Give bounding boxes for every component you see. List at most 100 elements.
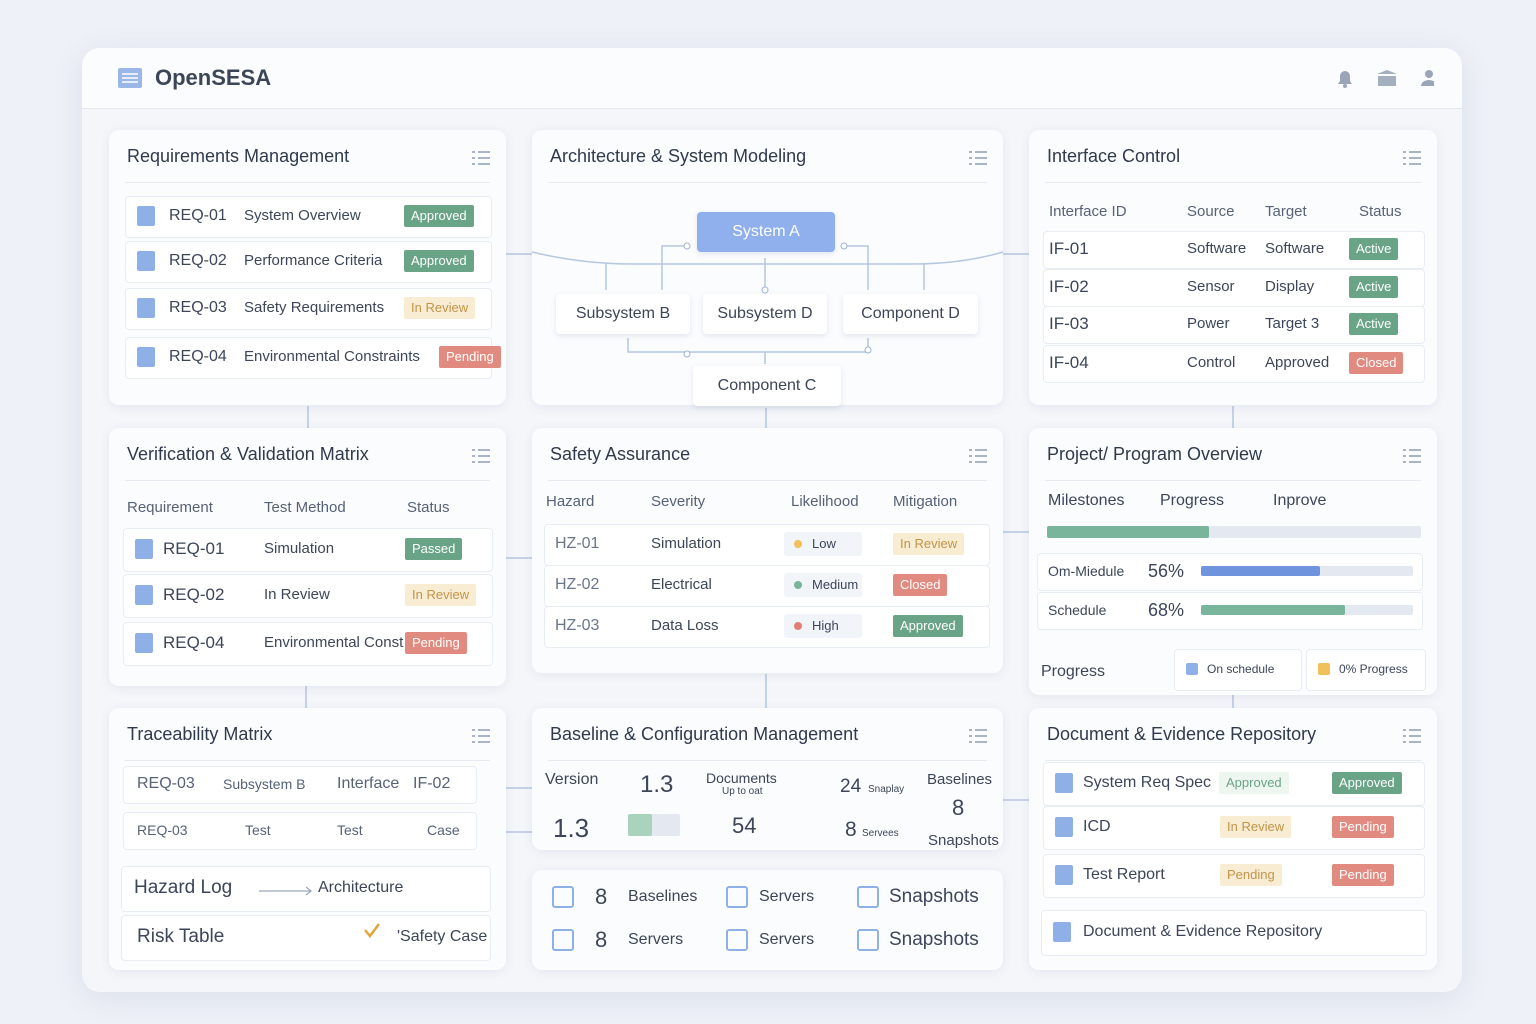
panel-menu[interactable] [969, 448, 987, 464]
panel-title: Traceability Matrix [127, 724, 273, 744]
metric-label: Schedule [1048, 602, 1107, 618]
status-badge: Approved [893, 615, 963, 637]
column-header: Requirement [127, 499, 213, 516]
summary-label: Servers [628, 931, 684, 948]
panel-menu[interactable] [969, 150, 987, 166]
metric-row [1037, 592, 1423, 630]
baseline-cell: Servees [862, 828, 899, 839]
trace-row [123, 766, 477, 804]
divider [1045, 760, 1421, 761]
trace-cell: IF-02 [413, 775, 451, 792]
column-header: Test Method [264, 499, 346, 516]
document-footer-row [1041, 910, 1427, 956]
panel-title: Architecture & System Modeling [550, 146, 807, 166]
trace-row [123, 812, 477, 850]
divider [548, 480, 987, 481]
likelihood: High [812, 618, 839, 633]
verification-panel: Verification & Validation Matrix Requirem… [109, 428, 506, 686]
doc-icon [1055, 773, 1073, 793]
panel-title: Interface Control [1047, 146, 1181, 166]
tab[interactable]: Inprove [1273, 492, 1327, 509]
column-header: Mitigation [893, 493, 958, 510]
divider [548, 760, 987, 761]
panel-menu[interactable] [472, 728, 490, 744]
architecture-node[interactable]: System A [697, 212, 835, 252]
divider [1045, 182, 1421, 183]
status-badge: In Review [893, 533, 965, 555]
trace-cell: Subsystem B [223, 776, 306, 792]
doc-icon [135, 633, 153, 653]
summary-icon [857, 886, 879, 908]
tab[interactable]: Milestones [1048, 492, 1125, 509]
baseline-cell: Up to oat [722, 786, 763, 797]
status-badge: Pending [1332, 816, 1394, 838]
summary-icon [552, 929, 574, 951]
document-name: Test Report [1083, 866, 1165, 883]
app-logo [118, 68, 142, 88]
panel-menu[interactable] [969, 728, 987, 744]
doc-icon [137, 251, 155, 271]
table-cell: HZ-01 [555, 535, 600, 552]
divider [125, 480, 490, 481]
top-icons[interactable] [1334, 68, 1434, 90]
footer-label: Progress [1041, 663, 1106, 680]
requirement-id: REQ-04 [163, 633, 225, 652]
app-window: OpenSESA Requirements Management REQ-01 Sy… [82, 48, 1462, 992]
panel-menu[interactable] [1403, 448, 1421, 464]
table-cell: HZ-03 [555, 617, 600, 634]
baseline-cell: 24 [840, 776, 862, 797]
connectors [305, 253, 1234, 833]
summary-count: 8 [595, 884, 608, 909]
trace-cell: REQ-03 [137, 775, 195, 792]
baseline-cell: 1.3 [553, 813, 590, 843]
chip-icon [1186, 663, 1198, 675]
status-chip-text: On schedule [1207, 662, 1275, 676]
status-chip-text: 0% Progress [1339, 662, 1408, 676]
safety-panel: Safety Assurance Hazard Severity Likelihood… [532, 428, 1003, 673]
panel-menu[interactable] [472, 150, 490, 166]
table-cell: IF-01 [1049, 239, 1089, 258]
link-source: Hazard Log [134, 877, 233, 898]
architecture-node[interactable]: Subsystem D [703, 294, 827, 334]
architecture-links [532, 242, 1003, 364]
link-source: Risk Table [137, 926, 225, 947]
table-cell: Target 3 [1265, 315, 1320, 332]
progress-fill [1047, 526, 1209, 538]
baseline-cell: 8 [845, 818, 857, 841]
status-badge: Pending [439, 346, 501, 368]
status-badge: Approved [404, 205, 474, 227]
document-name: System Req Spec [1083, 774, 1212, 791]
doc-icon [1055, 865, 1073, 885]
requirement-name: Safety Requirements [244, 299, 385, 316]
panel-title: Document & Evidence Repository [1047, 724, 1317, 744]
documents-panel: Document & Evidence Repository System Req… [1029, 708, 1437, 970]
table-cell: HZ-02 [555, 576, 600, 593]
architecture-node[interactable]: Component C [693, 366, 841, 406]
panel-menu[interactable] [1403, 728, 1421, 744]
requirement-id: REQ-04 [169, 348, 227, 365]
table-cell: IF-03 [1049, 314, 1089, 333]
status-badge: Passed [405, 538, 463, 560]
status-badge: Approved [1332, 772, 1402, 794]
requirement-id: REQ-03 [169, 299, 227, 316]
summary-count: 8 [595, 927, 608, 952]
table-cell: Display [1265, 278, 1315, 295]
tab[interactable]: Progress [1160, 492, 1225, 509]
panel-title: Project/ Program Overview [1047, 444, 1263, 464]
architecture-node[interactable]: Component D [843, 294, 978, 334]
divider [1045, 480, 1421, 481]
doc-icon [137, 206, 155, 226]
likelihood: Medium [812, 577, 859, 592]
table-cell: Simulation [651, 535, 722, 552]
architecture-node[interactable]: Subsystem B [556, 294, 690, 334]
doc-icon [135, 585, 153, 605]
table-cell: Electrical [651, 576, 712, 593]
status-badge: In Review [404, 297, 476, 319]
trace-arrows [259, 886, 380, 939]
panel-menu[interactable] [1403, 150, 1421, 166]
link-row [121, 866, 491, 912]
status-badge: Pending [1220, 864, 1282, 886]
panel-menu[interactable] [472, 448, 490, 464]
status-badge: Approved [1219, 772, 1289, 794]
